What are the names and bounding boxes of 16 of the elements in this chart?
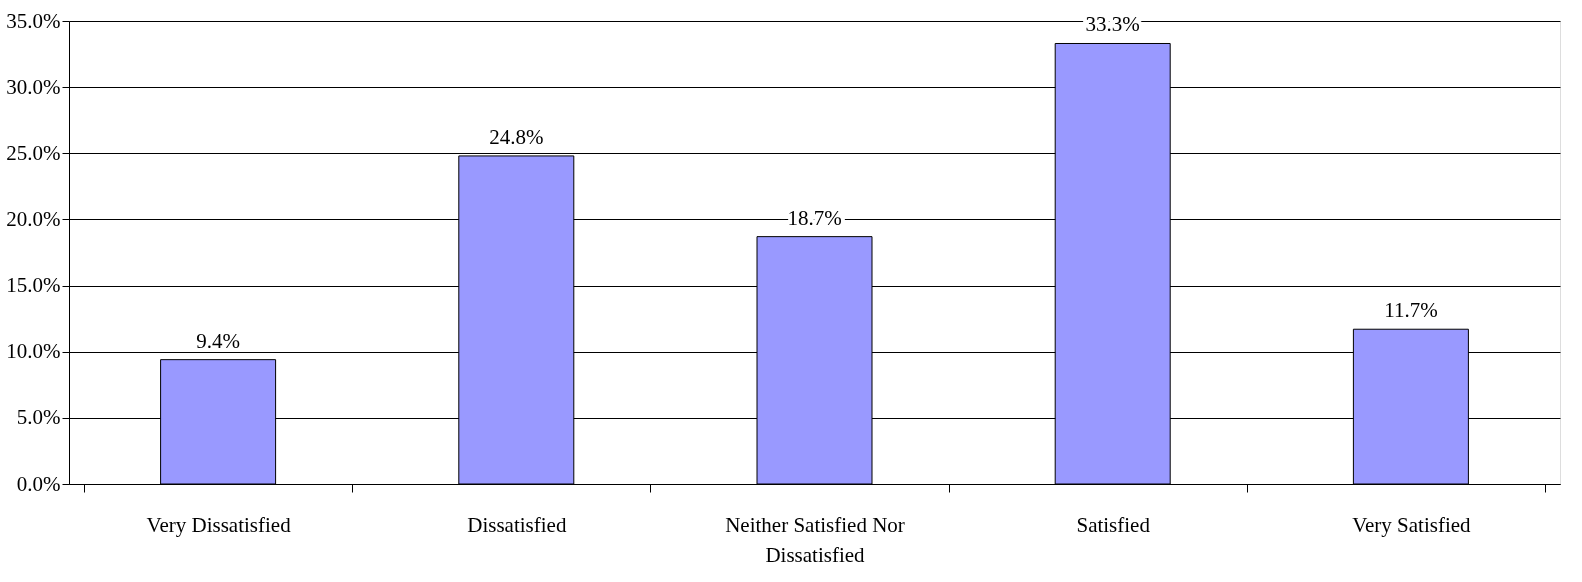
x-tick-label: Dissatisfied [467,512,567,537]
x-tick-label: Very Dissatisfied [146,512,292,537]
y-tick-label: 10.0% [6,339,61,364]
y-tick-label: 20.0% [6,206,61,231]
x-tick-label: Neither Satisfied Nor Dissatisfied [725,512,905,567]
y-tick-label: 15.0% [6,273,61,298]
data-label: 24.8% [489,124,544,149]
x-tick-label: Very Satisfied [1352,512,1472,537]
data-label: 9.4% [196,328,240,353]
y-tick-label: 35.0% [6,8,61,33]
y-tick-label: 25.0% [6,140,61,165]
y-tick-label: 0.0% [16,471,61,496]
y-tick-label: 5.0% [16,405,61,430]
data-label: 11.7% [1384,298,1438,323]
y-tick-label: 30.0% [6,74,61,99]
x-tick-label: Satisfied [1076,512,1151,537]
